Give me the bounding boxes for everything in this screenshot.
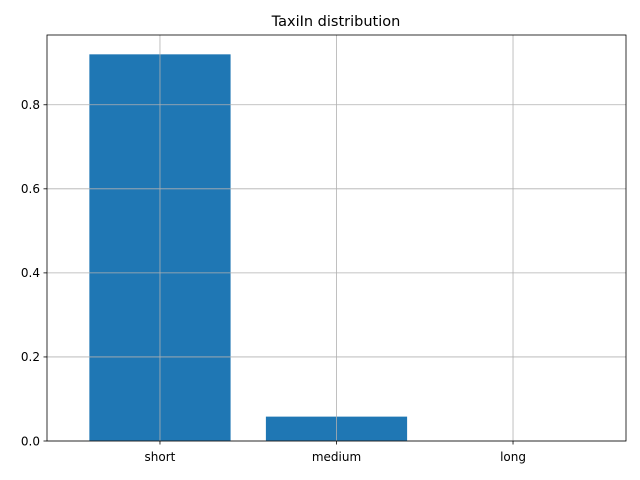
y-tick-label: 0.6 — [21, 182, 40, 196]
y-tick-label: 0.8 — [21, 98, 40, 112]
y-tick-label: 0.4 — [21, 266, 40, 280]
tick-layer: 0.0 0.2 0.4 0.6 0.8 short medium long — [21, 98, 526, 464]
plot-area-frame — [46, 34, 627, 442]
x-tick-label-medium: medium — [312, 450, 361, 464]
y-tick-label: 0.0 — [21, 434, 40, 448]
x-tick-label-short: short — [145, 450, 176, 464]
chart-title: TaxiIn distribution — [271, 14, 401, 30]
y-tick-label: 0.2 — [21, 350, 40, 364]
x-tick-label-long: long — [500, 450, 526, 464]
